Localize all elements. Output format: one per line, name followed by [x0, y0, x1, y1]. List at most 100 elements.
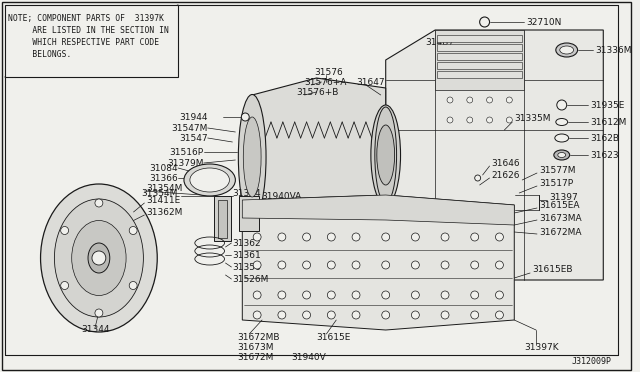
- Bar: [437, 44, 522, 51]
- Ellipse shape: [555, 134, 569, 142]
- Circle shape: [381, 233, 390, 241]
- Circle shape: [95, 309, 103, 317]
- Text: 31517P: 31517P: [539, 179, 573, 187]
- Text: 31577M: 31577M: [539, 166, 575, 174]
- Text: 31362M: 31362M: [147, 208, 183, 217]
- Text: 31362: 31362: [232, 238, 261, 247]
- Circle shape: [412, 261, 419, 269]
- Text: 31576: 31576: [314, 67, 343, 77]
- Circle shape: [486, 117, 493, 123]
- Circle shape: [327, 261, 335, 269]
- Circle shape: [253, 261, 261, 269]
- Bar: [214, 196, 232, 241]
- Circle shape: [253, 311, 261, 319]
- Text: 21626: 21626: [492, 170, 520, 180]
- Text: 31354M: 31354M: [141, 189, 178, 198]
- Circle shape: [506, 97, 512, 103]
- Circle shape: [495, 291, 504, 299]
- Circle shape: [303, 291, 310, 299]
- Circle shape: [61, 282, 68, 289]
- Circle shape: [327, 291, 335, 299]
- Circle shape: [479, 17, 490, 27]
- Text: 31944: 31944: [179, 112, 208, 122]
- Bar: [239, 196, 259, 231]
- Circle shape: [381, 291, 390, 299]
- Text: 31084: 31084: [149, 164, 178, 173]
- Circle shape: [303, 261, 310, 269]
- Circle shape: [352, 233, 360, 241]
- Text: 314B7: 314B7: [425, 38, 454, 46]
- Circle shape: [475, 175, 481, 181]
- Circle shape: [441, 291, 449, 299]
- Circle shape: [381, 311, 390, 319]
- Bar: [218, 200, 227, 238]
- Circle shape: [278, 291, 286, 299]
- Text: 31516P: 31516P: [170, 148, 204, 157]
- Text: 31397: 31397: [549, 192, 578, 202]
- Circle shape: [412, 311, 419, 319]
- Text: 31354: 31354: [232, 189, 261, 198]
- Ellipse shape: [40, 184, 157, 332]
- Text: 31615EB: 31615EB: [532, 266, 573, 275]
- Circle shape: [441, 311, 449, 319]
- Circle shape: [278, 261, 286, 269]
- Text: 3162B: 3162B: [591, 134, 620, 142]
- Text: 31935E: 31935E: [591, 100, 625, 109]
- Circle shape: [61, 227, 68, 234]
- Text: 31356: 31356: [232, 263, 261, 272]
- Text: 31940V: 31940V: [292, 353, 326, 362]
- Text: 31397K: 31397K: [524, 343, 559, 353]
- Text: 31366: 31366: [149, 173, 178, 183]
- Circle shape: [241, 113, 249, 121]
- Circle shape: [303, 233, 310, 241]
- Text: 31623: 31623: [591, 151, 619, 160]
- Circle shape: [327, 233, 335, 241]
- Ellipse shape: [54, 199, 143, 317]
- Text: ARE LISTED IN THE SECTION IN: ARE LISTED IN THE SECTION IN: [8, 26, 169, 35]
- Circle shape: [278, 233, 286, 241]
- Circle shape: [471, 261, 479, 269]
- Ellipse shape: [558, 153, 566, 157]
- Circle shape: [471, 311, 479, 319]
- Text: 31576+B: 31576+B: [297, 87, 339, 96]
- Circle shape: [278, 311, 286, 319]
- Text: 31526M: 31526M: [232, 275, 269, 283]
- Ellipse shape: [554, 150, 570, 160]
- Circle shape: [486, 97, 493, 103]
- Ellipse shape: [243, 117, 261, 197]
- Text: 31336M: 31336M: [595, 45, 632, 55]
- Circle shape: [467, 117, 473, 123]
- Bar: [437, 62, 522, 69]
- Circle shape: [495, 233, 504, 241]
- Polygon shape: [386, 30, 604, 280]
- Circle shape: [447, 97, 453, 103]
- Text: 31615EA: 31615EA: [539, 201, 579, 209]
- Ellipse shape: [88, 243, 110, 273]
- Circle shape: [495, 311, 504, 319]
- Text: 31612M: 31612M: [591, 118, 627, 126]
- Text: BELONGS.: BELONGS.: [8, 50, 71, 59]
- Bar: [437, 35, 522, 42]
- Circle shape: [506, 117, 512, 123]
- Bar: [5, 5, 178, 77]
- Text: 31673M: 31673M: [237, 343, 274, 352]
- Text: 31647: 31647: [356, 77, 385, 87]
- Text: 31673MA: 31673MA: [539, 214, 582, 222]
- Polygon shape: [243, 195, 515, 225]
- Circle shape: [129, 227, 137, 234]
- Text: J312009P: J312009P: [571, 357, 611, 366]
- Ellipse shape: [375, 107, 397, 203]
- Circle shape: [557, 100, 566, 110]
- Circle shape: [253, 233, 261, 241]
- Polygon shape: [243, 195, 515, 330]
- Ellipse shape: [371, 105, 401, 205]
- Ellipse shape: [556, 119, 568, 125]
- Ellipse shape: [377, 125, 395, 185]
- Circle shape: [412, 233, 419, 241]
- Circle shape: [441, 233, 449, 241]
- Ellipse shape: [72, 221, 126, 295]
- Text: NOTE; COMPONENT PARTS OF  31397K: NOTE; COMPONENT PARTS OF 31397K: [8, 14, 164, 23]
- Circle shape: [471, 291, 479, 299]
- Bar: [437, 53, 522, 60]
- Circle shape: [381, 261, 390, 269]
